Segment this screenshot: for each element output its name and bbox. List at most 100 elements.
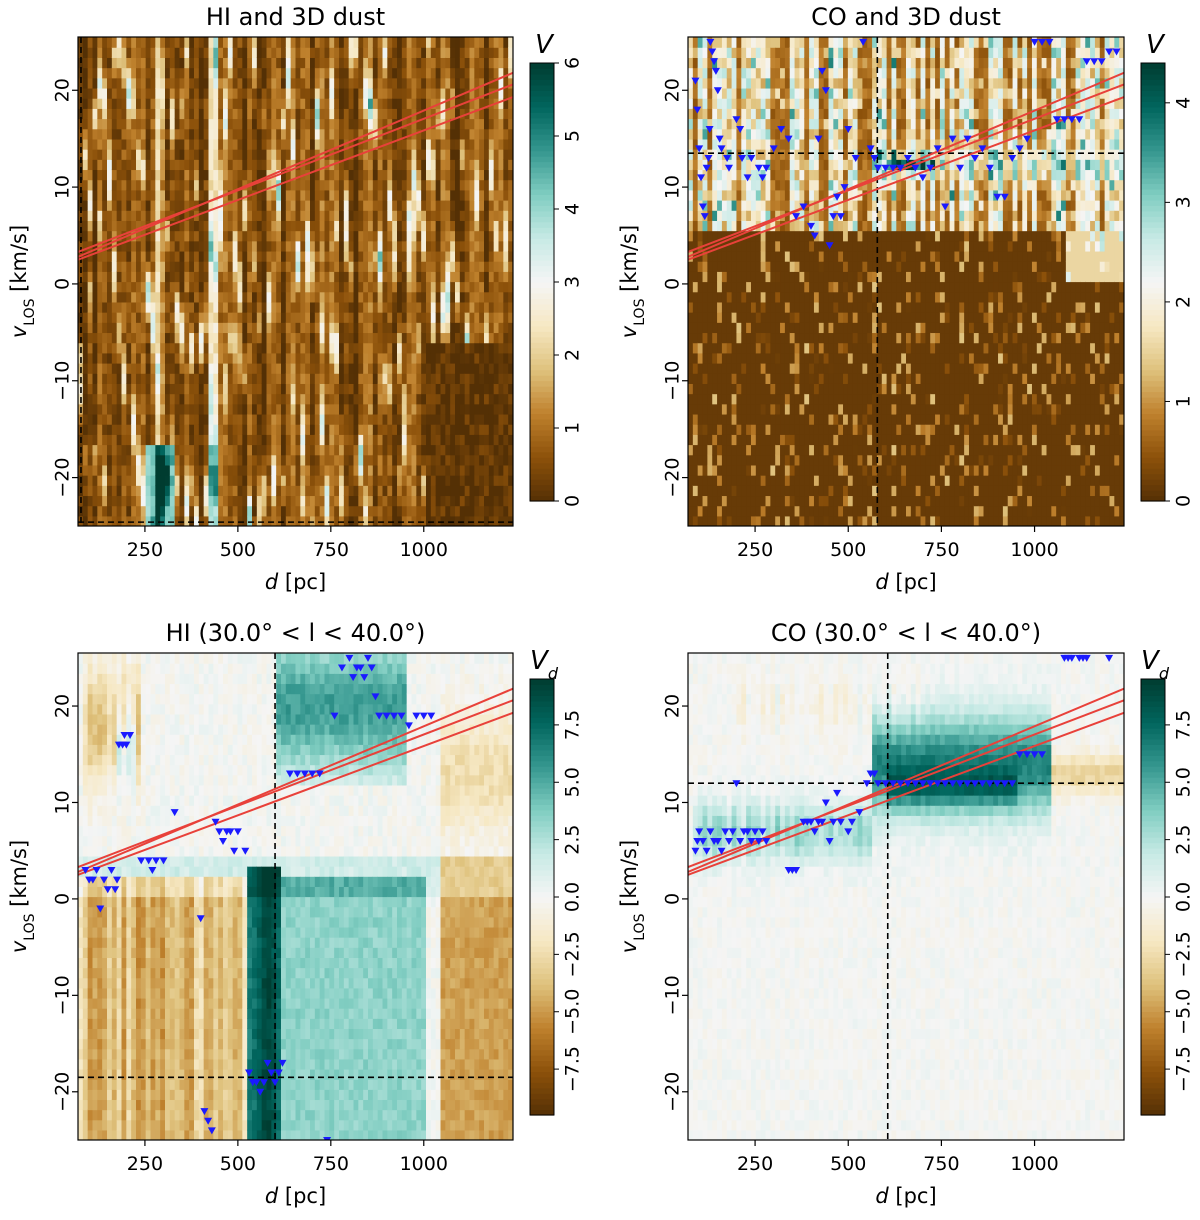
heatmap-cell xyxy=(450,301,456,313)
heatmap-cell xyxy=(484,464,490,476)
heatmap-cell xyxy=(343,118,350,130)
heatmap-cell xyxy=(136,434,142,446)
heatmap-cell xyxy=(131,291,137,303)
heatmap-cell xyxy=(372,301,379,313)
heatmap-cell xyxy=(276,444,282,456)
heatmap-cell xyxy=(387,515,393,526)
heatmap-cell xyxy=(459,200,466,211)
colorbar-step xyxy=(530,199,554,206)
heatmap-cell xyxy=(174,352,181,364)
heatmap-cell xyxy=(426,149,432,160)
heatmap-cell xyxy=(508,464,513,476)
heatmap-cell xyxy=(712,332,718,344)
heatmap-cell xyxy=(111,322,118,334)
heatmap-cell xyxy=(194,189,200,201)
heatmap-cell xyxy=(227,210,234,221)
heatmap-cell xyxy=(498,464,504,476)
heatmap-cell xyxy=(247,291,253,303)
heatmap-cell xyxy=(416,301,422,313)
heatmap-cell xyxy=(271,383,277,395)
heatmap-cell xyxy=(488,230,495,242)
heatmap-cell xyxy=(334,118,340,130)
heatmap-cell xyxy=(464,485,471,497)
heatmap-cell xyxy=(256,342,263,354)
heatmap-cell xyxy=(111,37,118,48)
heatmap-cell xyxy=(353,515,359,526)
heatmap-cell xyxy=(295,200,301,211)
colorbar-step xyxy=(530,380,554,387)
heatmap-cell xyxy=(111,312,118,323)
heatmap-cell xyxy=(503,444,509,456)
heatmap-cell xyxy=(102,464,108,476)
heatmap-cell xyxy=(416,464,422,476)
heatmap-cell xyxy=(271,322,277,334)
heatmap-cell xyxy=(474,312,480,323)
heatmap-cell xyxy=(508,475,513,486)
heatmap-cell xyxy=(208,108,214,120)
heatmap-cell xyxy=(194,475,200,486)
heatmap-cell xyxy=(736,179,742,191)
heatmap-cell xyxy=(121,373,127,384)
heatmap-cell xyxy=(498,159,504,171)
heatmap-cell xyxy=(208,373,214,384)
heatmap-cell xyxy=(726,67,733,79)
heatmap-cell xyxy=(372,159,379,171)
heatmap-cell xyxy=(459,505,466,517)
heatmap-cell xyxy=(242,118,248,130)
heatmap-cell xyxy=(208,220,214,232)
heatmap-cell xyxy=(474,47,480,58)
heatmap-cell xyxy=(218,454,224,466)
heatmap-cell xyxy=(382,383,388,395)
heatmap-cell xyxy=(721,413,728,425)
heatmap-cell xyxy=(382,67,388,79)
heatmap-cell xyxy=(372,169,379,181)
heatmap-cell xyxy=(116,189,123,201)
heatmap-cell xyxy=(136,261,142,272)
heatmap-cell xyxy=(416,475,422,486)
heatmap-cell xyxy=(82,332,89,344)
heatmap-cell xyxy=(252,363,258,374)
heatmap-cell xyxy=(213,128,219,140)
heatmap-cell xyxy=(208,240,214,252)
heatmap-cell xyxy=(155,352,161,364)
heatmap-cell xyxy=(455,271,461,283)
heatmap-cell xyxy=(348,434,355,446)
heatmap-cell xyxy=(87,87,94,99)
heatmap-cell xyxy=(266,261,272,272)
heatmap-cell xyxy=(358,322,364,334)
heatmap-cell xyxy=(372,47,379,58)
heatmap-cell xyxy=(102,454,108,466)
heatmap-cell xyxy=(111,57,118,69)
heatmap-cell xyxy=(721,505,728,517)
heatmap-cell xyxy=(339,261,345,272)
heatmap-cell xyxy=(702,189,708,201)
heatmap-cell xyxy=(314,434,321,446)
heatmap-cell xyxy=(174,424,181,435)
heatmap-cell xyxy=(121,220,127,232)
heatmap-cell xyxy=(363,37,369,48)
heatmap-cell xyxy=(508,342,513,354)
heatmap-cell xyxy=(136,383,142,395)
heatmap-cell xyxy=(329,515,335,526)
heatmap-cell xyxy=(387,301,393,313)
colorbar-step xyxy=(530,249,554,256)
heatmap-cell xyxy=(126,169,132,181)
heatmap-cell xyxy=(131,57,137,69)
heatmap-cell xyxy=(227,57,234,69)
heatmap-cell xyxy=(430,77,437,89)
heatmap-cell xyxy=(450,464,456,476)
heatmap-cell xyxy=(305,475,311,486)
heatmap-cell xyxy=(179,383,185,395)
heatmap-cell xyxy=(276,67,282,79)
heatmap-cell xyxy=(401,301,408,313)
heatmap-cell xyxy=(363,454,369,466)
heatmap-cell xyxy=(194,434,200,446)
heatmap-cell xyxy=(126,37,132,48)
heatmap-cell xyxy=(435,87,442,99)
heatmap-cell xyxy=(285,118,292,130)
heatmap-cell xyxy=(111,210,118,221)
heatmap-cell xyxy=(508,373,513,384)
heatmap-cell xyxy=(435,454,442,466)
heatmap-cell xyxy=(160,322,166,334)
heatmap-cell xyxy=(276,108,282,120)
